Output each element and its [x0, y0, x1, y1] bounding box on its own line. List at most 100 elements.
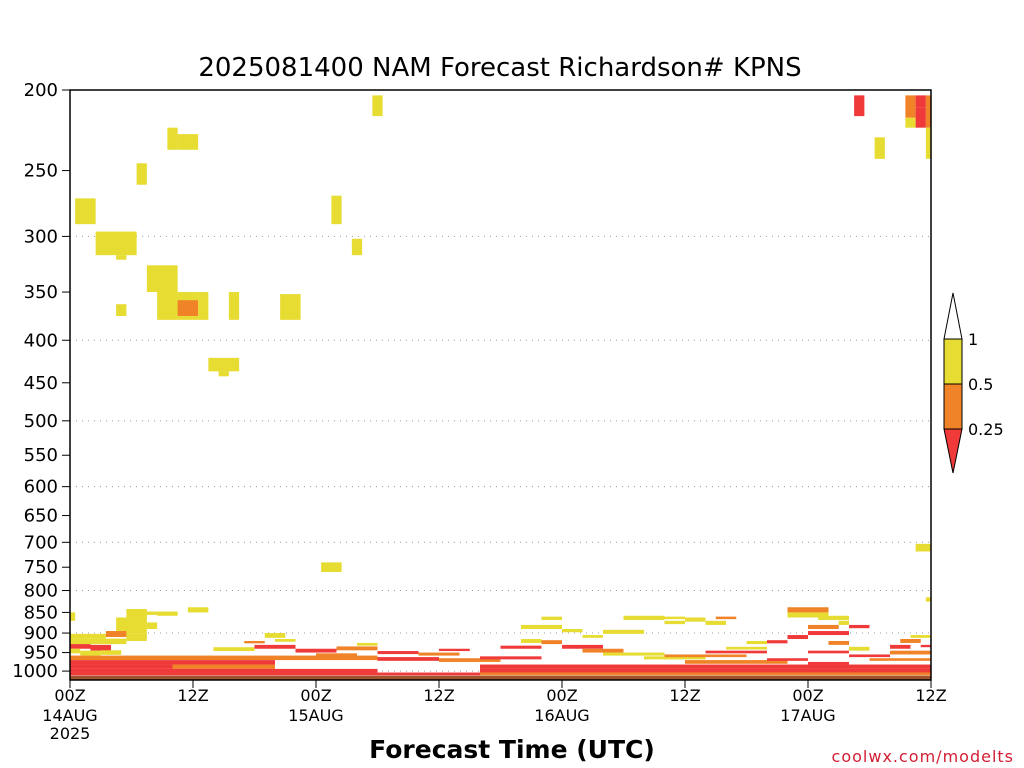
heatmap-cell — [275, 639, 296, 642]
heatmap-cell — [244, 640, 265, 644]
heatmap-cell — [767, 658, 808, 661]
heatmap-cell — [664, 620, 685, 625]
heatmap-cell — [664, 654, 747, 658]
heatmap-cell — [849, 646, 870, 651]
heatmap-cell — [264, 633, 286, 638]
heatmap-cell — [70, 638, 127, 645]
heatmap-cell — [480, 664, 931, 669]
y-tick-label: 600 — [24, 477, 58, 498]
y-tick-label: 500 — [24, 411, 58, 432]
heatmap-cell — [100, 650, 122, 655]
x-tick-label: 12Z — [423, 686, 454, 705]
y-tick-label: 300 — [24, 226, 58, 247]
x-tick-label: 00Z — [300, 686, 331, 705]
heatmap-cell — [331, 195, 342, 225]
heatmap-cell — [767, 640, 788, 644]
heatmap-cell — [874, 137, 885, 159]
heatmap-cell — [187, 607, 209, 613]
heatmap-cell — [582, 635, 603, 638]
heatmap-cell — [316, 653, 357, 658]
y-tick-label: 850 — [24, 602, 58, 623]
heatmap-cell — [849, 624, 870, 629]
x-tick-date-label: 15AUG — [288, 706, 343, 725]
heatmap-cell — [418, 652, 460, 656]
heatmap-cell — [869, 658, 931, 661]
y-tick-label: 550 — [24, 445, 58, 466]
heatmap-cell — [377, 651, 419, 655]
heatmap-cell — [70, 655, 378, 661]
heatmap-cell — [70, 672, 480, 676]
heatmap-cell — [126, 608, 147, 618]
heatmap-cell — [925, 95, 931, 128]
heatmap-cell — [705, 650, 767, 654]
plot-frame — [69, 89, 932, 681]
heatmap-cell — [521, 624, 562, 630]
heatmap-cell — [644, 656, 706, 660]
heatmap-cell — [280, 294, 301, 320]
heatmap-cell — [95, 231, 137, 256]
heatmap-cell — [925, 597, 931, 602]
heatmap-cell — [295, 648, 337, 653]
y-tick-label: 400 — [24, 330, 58, 351]
heatmap-cell — [70, 644, 91, 649]
y-axis: 200 250 300 350 400 450 500 550 600 650 700 750 8008… — [12, 80, 70, 682]
y-tick-label: 700 — [24, 532, 58, 553]
heatmap-cell — [70, 648, 81, 654]
x-tick-label: 12Z — [915, 686, 946, 705]
heatmap-cell — [925, 127, 931, 159]
heatmap-cell — [116, 617, 147, 634]
credit-link[interactable]: coolwx.com/modelts — [832, 747, 1014, 766]
heatmap-cell — [208, 357, 240, 372]
heatmap-cell — [705, 620, 726, 625]
heatmap-cell — [336, 646, 378, 651]
y-tick-label: 800 — [24, 581, 58, 602]
heatmap-cell — [357, 642, 378, 646]
heatmap-cell — [198, 292, 209, 320]
heatmap-cell — [808, 631, 849, 636]
heatmap-cell — [808, 650, 849, 654]
heatmap-cell — [126, 633, 147, 641]
heatmap-cell — [213, 647, 255, 652]
y-tick-label: 900 — [24, 623, 58, 644]
colorbar-swatch — [943, 338, 963, 385]
heatmap-cell — [500, 645, 542, 649]
x-tick-label: 00Z — [792, 686, 823, 705]
heatmap-cell — [228, 292, 240, 320]
heatmap-cell — [854, 95, 865, 117]
heatmap-cell — [623, 615, 665, 620]
heatmap-cell — [890, 644, 911, 649]
x-tick-date-label: 16AUG — [534, 706, 589, 725]
heatmap-cell — [685, 617, 706, 622]
heatmap-cells — [70, 95, 931, 676]
heatmap-cell — [80, 650, 101, 656]
heatmap-cell — [915, 95, 926, 108]
heatmap-cell — [146, 265, 178, 293]
colorbar-label: 0.25 — [968, 420, 1004, 439]
heatmap-cell — [787, 607, 829, 613]
heatmap-cell — [808, 624, 839, 630]
x-tick-label: 00Z — [546, 686, 577, 705]
heatmap-cell — [105, 631, 127, 638]
heatmap-cell — [372, 95, 383, 117]
heatmap-cell — [603, 652, 665, 656]
heatmap-cell — [146, 622, 158, 630]
y-tick-label: 1000 — [12, 661, 58, 682]
heatmap-cell — [254, 644, 296, 649]
heatmap-cell — [787, 612, 829, 618]
heatmap-cell — [915, 543, 931, 552]
colorbar-top-arrow — [943, 292, 963, 340]
x-axis-label: Forecast Time (UTC) — [369, 735, 655, 764]
heatmap-cell — [321, 562, 342, 572]
y-tick-label: 350 — [24, 282, 58, 303]
colorbar-swatch — [943, 383, 963, 430]
heatmap-cell — [849, 654, 890, 658]
heatmap-cell — [146, 611, 158, 615]
y-tick-label: 650 — [24, 506, 58, 527]
heatmap-cell — [75, 198, 96, 225]
heatmap-cell — [116, 255, 127, 260]
x-tick-date-label: 14AUG — [42, 706, 97, 725]
y-tick-label: 250 — [24, 161, 58, 182]
heatmap-cell — [70, 633, 106, 639]
heatmap-cell — [828, 640, 849, 645]
